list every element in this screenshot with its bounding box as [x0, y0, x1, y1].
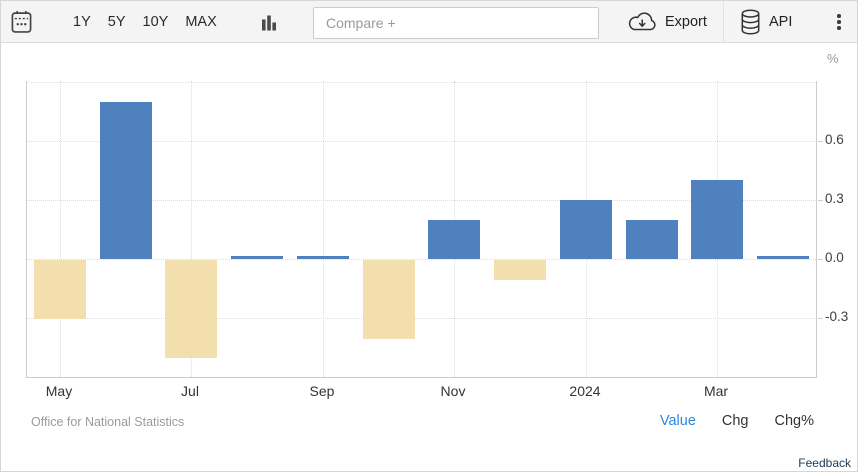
horizontal-gridline — [27, 259, 816, 260]
bar-dec-2023[interactable] — [494, 260, 546, 280]
bar-jun-2023[interactable] — [100, 102, 152, 259]
cloud-download-icon — [627, 11, 657, 33]
api-button[interactable]: API — [740, 1, 792, 43]
range-button-max[interactable]: MAX — [185, 14, 217, 30]
toggle-chg[interactable]: Chg — [721, 413, 749, 429]
y-axis-label: 0.3 — [825, 191, 844, 206]
source-attribution: Office for National Statistics — [31, 415, 185, 429]
vertical-gridline — [323, 81, 324, 377]
compare-input[interactable] — [313, 7, 599, 39]
horizontal-gridline — [27, 82, 816, 83]
toggle-chg-pct[interactable]: Chg% — [774, 413, 815, 429]
api-label: API — [769, 14, 793, 30]
y-axis-label: 0.0 — [825, 250, 844, 265]
bar-oct-2023[interactable] — [363, 260, 415, 339]
toolbar: 1Y 5Y 10Y MAX Expo — [1, 1, 857, 43]
range-button-1y[interactable]: 1Y — [73, 14, 91, 30]
column-chart-icon — [261, 13, 277, 32]
calendar-icon — [11, 10, 32, 34]
y-axis-unit-label: % — [827, 51, 839, 66]
database-icon — [740, 9, 761, 35]
range-button-10y[interactable]: 10Y — [142, 14, 169, 30]
range-button-group: 1Y 5Y 10Y MAX — [73, 1, 217, 43]
bar-may-2023[interactable] — [34, 260, 86, 319]
y-axis-tick — [818, 141, 823, 142]
range-button-5y[interactable]: 5Y — [107, 14, 126, 30]
x-axis-label: Sep — [309, 383, 335, 399]
toolbar-divider — [723, 1, 724, 43]
vertical-gridline — [60, 81, 61, 377]
y-axis-label: -0.3 — [825, 309, 849, 324]
bar-nov-2023[interactable] — [428, 220, 480, 259]
chart-area: % 0.6 0.3 0.0 -0.3 May Jul Sep Nov 2024 Mar Offic… — [1, 44, 857, 471]
calendar-button[interactable] — [11, 1, 32, 43]
export-button[interactable]: Export — [627, 1, 707, 43]
horizontal-gridline — [27, 141, 816, 142]
x-axis-label: Mar — [703, 383, 729, 399]
series-mode-toggles: Value Chg Chg% — [660, 413, 814, 429]
toggle-value[interactable]: Value — [659, 413, 696, 429]
chart-type-button[interactable] — [261, 1, 277, 43]
kebab-menu-icon — [837, 14, 841, 30]
x-axis-label: Jul — [181, 383, 199, 399]
y-axis-tick — [818, 200, 823, 201]
bar-aug-2023[interactable] — [231, 256, 283, 259]
plot-area — [26, 81, 817, 378]
horizontal-gridline — [27, 318, 816, 319]
feedback-button[interactable]: Feedback — [798, 456, 851, 470]
bar-jul-2023[interactable] — [165, 260, 217, 358]
bar-feb-2024[interactable] — [626, 220, 678, 259]
export-label: Export — [665, 14, 707, 30]
bar-mar-2024[interactable] — [691, 180, 743, 259]
x-axis-label: 2024 — [569, 383, 601, 399]
x-axis-label: Nov — [440, 383, 466, 399]
vertical-gridline — [191, 81, 192, 377]
x-axis-label: May — [45, 383, 73, 399]
y-axis-tick — [818, 318, 823, 319]
horizontal-gridline — [27, 200, 816, 201]
y-axis-tick — [818, 259, 823, 260]
bar-sep-2023[interactable] — [297, 256, 349, 259]
y-axis-label: 0.6 — [825, 132, 844, 147]
more-options-button[interactable] — [829, 1, 849, 43]
bar-apr-2024[interactable] — [757, 256, 809, 259]
bar-jan-2024[interactable] — [560, 200, 612, 259]
